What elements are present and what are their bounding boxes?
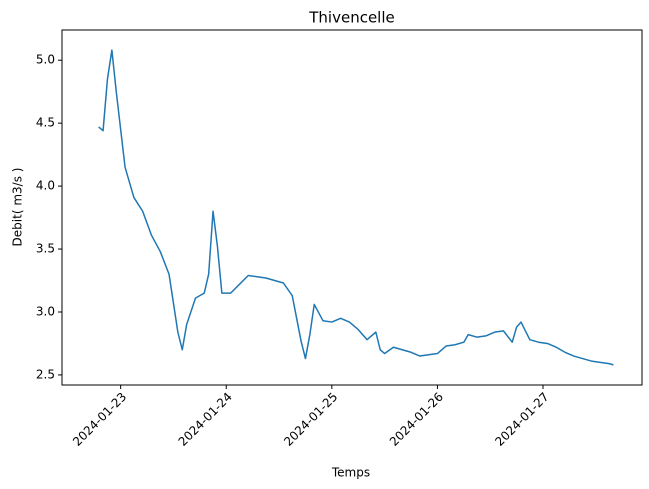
y-tick-label: 5.0 [36,53,55,67]
y-tick-label: 3.5 [36,242,55,256]
y-axis-label: Debit( m3/s ) [11,168,25,247]
y-tick-label: 4.5 [36,116,55,130]
x-tick-label: 2024-01-24 [176,390,235,449]
x-axis-label: Temps [331,466,370,480]
y-tick-label: 4.0 [36,179,55,193]
y-tick-label: 2.5 [36,367,55,381]
plot-frame [61,29,643,386]
x-tick-label: 2024-01-25 [281,390,340,449]
x-tick-label: 2024-01-26 [387,390,446,449]
x-tick-label: 2024-01-23 [70,390,129,449]
data-line [98,49,614,366]
y-tick-label: 3.0 [36,304,55,318]
chart-title: Thivencelle [308,9,395,27]
x-tick-label: 2024-01-27 [492,390,551,449]
